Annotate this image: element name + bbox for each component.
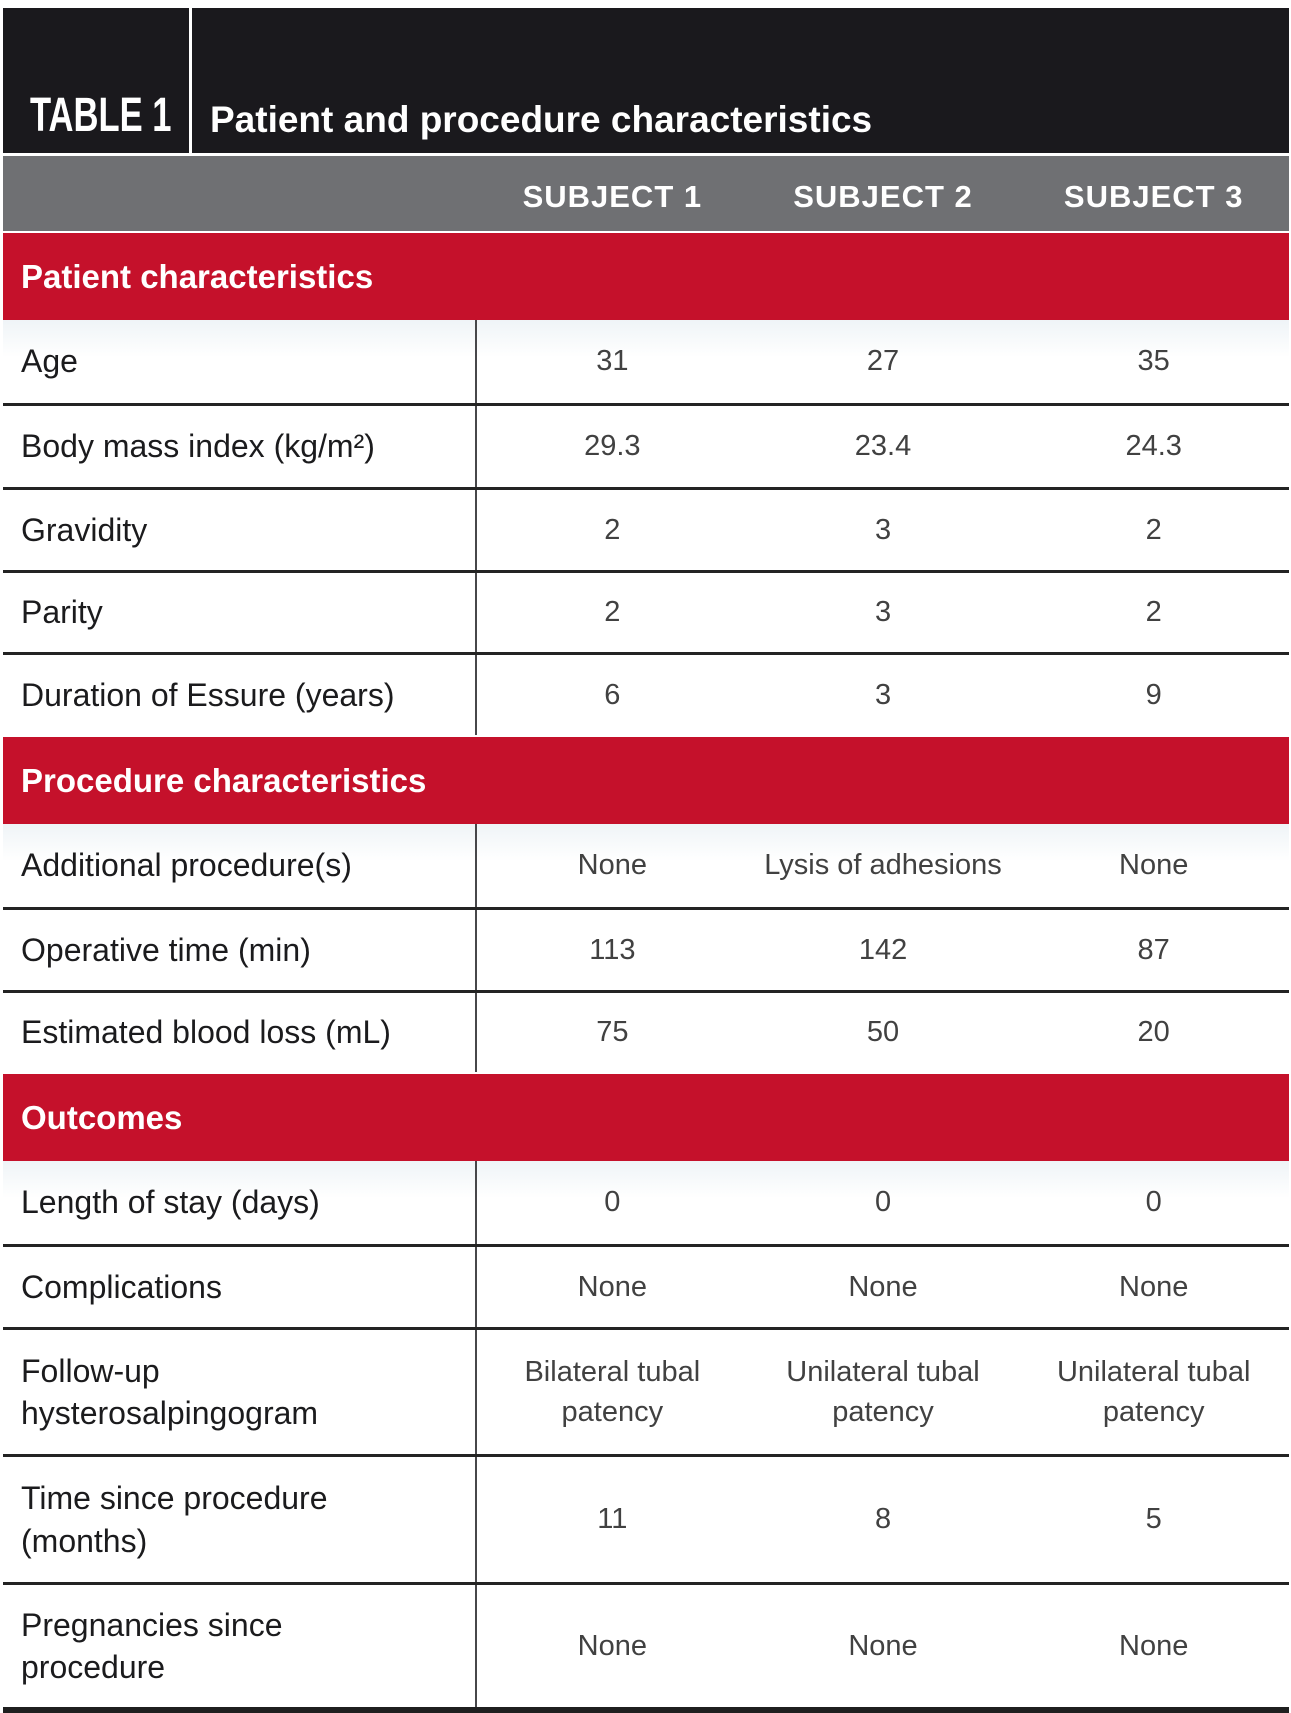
cell-value: 75 — [596, 1016, 629, 1049]
section-header-procedure-characteristics: Procedure characteristics — [3, 737, 1289, 824]
table-row-age: Age 31 27 35 — [3, 320, 1289, 403]
cell-value: 6 — [604, 678, 621, 711]
cell-value: 8 — [874, 1503, 892, 1536]
row-label: Pregnancies since procedure — [3, 1585, 477, 1707]
row-label: Follow-up hysterosalpingogram — [3, 1330, 477, 1454]
table-number-label: TABLE 1 — [30, 89, 172, 142]
table-row-gravidity: Gravidity 2 3 2 — [3, 487, 1289, 570]
table-row-length-of-stay: Length of stay (days) 0 0 0 — [3, 1161, 1289, 1244]
cell-value: 29.3 — [584, 430, 641, 463]
cell-value: 5 — [1145, 1503, 1162, 1536]
cell-value: 35 — [1137, 345, 1170, 378]
row-label: Parity — [3, 573, 477, 652]
section-title: Procedure characteristics — [21, 761, 427, 799]
cell-value: 87 — [1137, 933, 1170, 966]
section-header-outcomes: Outcomes — [3, 1074, 1289, 1161]
row-label: Age — [3, 320, 477, 403]
table-row-additional-procedures: Additional procedure(s) None Lysis of ad… — [3, 824, 1289, 907]
cell-value: 0 — [874, 1186, 892, 1219]
cell-value: None — [1119, 1270, 1189, 1303]
cell-value: 23.4 — [854, 430, 912, 463]
cell-value: None — [577, 849, 647, 882]
table-row-complications: Complications None None None — [3, 1244, 1289, 1327]
table-bottom-border — [3, 1707, 1289, 1713]
cell-value: 3 — [874, 513, 892, 546]
cell-value: 31 — [596, 345, 629, 378]
cell-value: 113 — [589, 933, 636, 966]
table-row-duration-essure: Duration of Essure (years) 6 3 9 — [3, 652, 1289, 735]
cell-value: None — [577, 1629, 647, 1662]
table-row-bmi: Body mass index (kg/m²) 29.3 23.4 24.3 — [3, 403, 1289, 487]
cell-value: Unilateral tubal patency — [786, 1355, 980, 1428]
cell-value: 3 — [874, 596, 892, 629]
section-title: Patient characteristics — [21, 257, 374, 295]
row-label: Additional procedure(s) — [3, 824, 477, 907]
cell-value: 27 — [866, 345, 900, 378]
cell-value: 3 — [874, 678, 892, 711]
cell-value: None — [577, 1270, 647, 1303]
cell-value: Unilateral tubal patency — [1056, 1355, 1251, 1428]
table-row-time-since-procedure: Time since procedure (months) 11 8 5 — [3, 1454, 1289, 1582]
cell-value: 50 — [866, 1016, 900, 1049]
section-header-patient-characteristics: Patient characteristics — [3, 233, 1289, 320]
cell-value: 20 — [1137, 1016, 1170, 1049]
cell-value: 2 — [604, 513, 621, 546]
row-label: Body mass index (kg/m²) — [3, 406, 477, 487]
cell-value: None — [848, 1629, 918, 1662]
column-header-subject-2: SUBJECT 2 — [793, 178, 973, 214]
cell-value: Lysis of adhesions — [764, 849, 1002, 882]
table-row-operative-time: Operative time (min) 113 142 87 — [3, 907, 1289, 990]
cell-value: 2 — [1145, 513, 1162, 546]
cell-value: 9 — [1145, 678, 1162, 711]
table-row-estimated-blood-loss: Estimated blood loss (mL) 75 50 20 — [3, 990, 1289, 1072]
column-header-subject-1: SUBJECT 1 — [522, 178, 703, 214]
row-label: Duration of Essure (years) — [3, 655, 477, 735]
column-header-subject-3: SUBJECT 3 — [1063, 178, 1244, 214]
cell-value: 0 — [604, 1186, 621, 1219]
section-title: Outcomes — [21, 1098, 183, 1136]
table-row-pregnancies-since-procedure: Pregnancies since procedure None None No… — [3, 1582, 1289, 1707]
cell-value: 24.3 — [1125, 430, 1182, 463]
column-header-band: SUBJECT 1 SUBJECT 2 SUBJECT 3 — [3, 156, 1289, 231]
table-header-band: TABLE 1 Patient and procedure characteri… — [3, 8, 1289, 153]
table-row-followup-hysterosalpingogram: Follow-up hysterosalpingogram Bilateral … — [3, 1327, 1289, 1454]
cell-value: Bilateral tubal patency — [524, 1355, 701, 1428]
row-label: Operative time (min) — [3, 910, 477, 990]
cell-value: 0 — [1145, 1186, 1162, 1219]
row-label: Gravidity — [3, 490, 477, 570]
row-label: Time since procedure (months) — [3, 1457, 477, 1582]
header-divider — [189, 8, 192, 153]
cell-value: None — [1119, 1629, 1189, 1662]
cell-value: None — [1119, 849, 1189, 882]
cell-value: None — [848, 1270, 918, 1303]
table-number-box: TABLE 1 — [3, 8, 189, 153]
cell-value: 142 — [858, 933, 908, 966]
row-label: Estimated blood loss (mL) — [3, 993, 477, 1072]
cell-value: 11 — [597, 1503, 628, 1536]
cell-value: 2 — [1145, 596, 1162, 629]
table-row-parity: Parity 2 3 2 — [3, 570, 1289, 652]
row-label: Length of stay (days) — [3, 1161, 477, 1244]
cell-value: 2 — [604, 596, 621, 629]
row-label: Complications — [3, 1247, 477, 1327]
table-title: Patient and procedure characteristics — [210, 99, 873, 140]
